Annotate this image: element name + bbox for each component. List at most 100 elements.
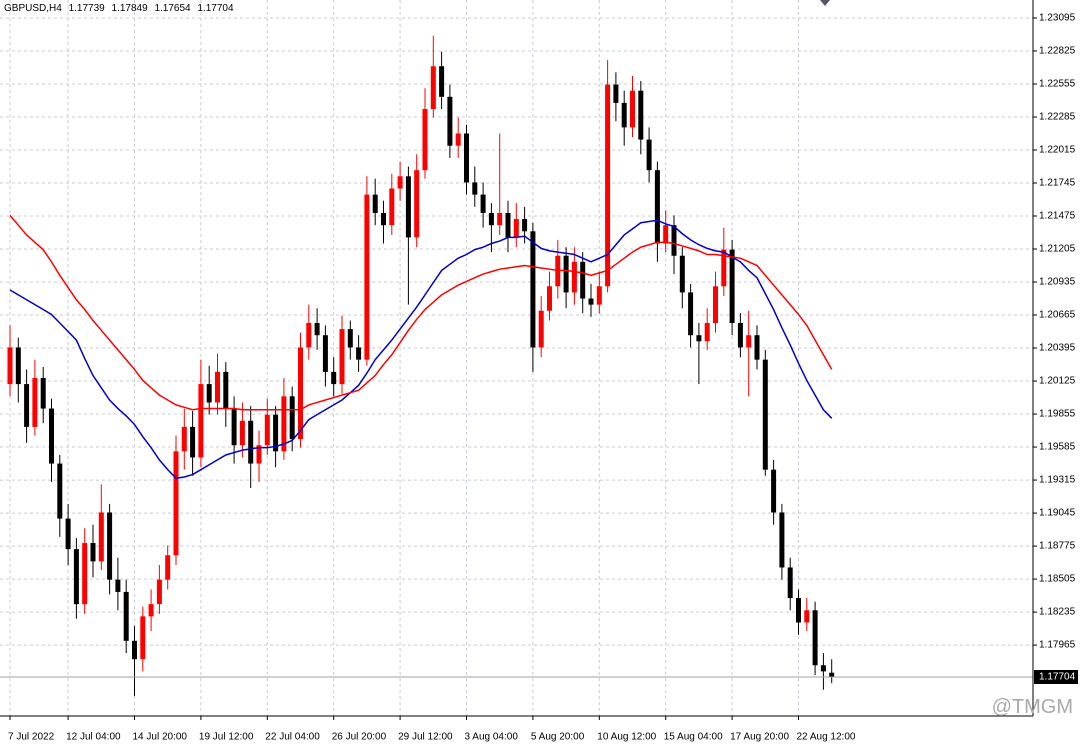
y-tick-label: 1.21475 xyxy=(1039,211,1076,222)
candle-body xyxy=(796,598,801,623)
current-price-label: 1.17704 xyxy=(1039,672,1076,683)
candle-body xyxy=(90,543,96,562)
candle-body xyxy=(123,591,129,641)
candle-body xyxy=(289,396,295,440)
candle-body xyxy=(331,371,337,385)
candle-body xyxy=(480,194,486,213)
y-tick-label: 1.20665 xyxy=(1039,310,1076,321)
candle-body xyxy=(364,194,370,360)
candle-body xyxy=(314,322,320,336)
candle-body xyxy=(464,133,469,183)
candle-body xyxy=(256,445,262,464)
candle-body xyxy=(49,408,54,464)
candle-body xyxy=(156,579,162,605)
candle-body xyxy=(638,90,644,140)
candle-body xyxy=(190,426,196,458)
candle-body xyxy=(306,322,312,348)
x-tick-label: 26 Jul 20:00 xyxy=(332,732,387,743)
candle-body xyxy=(605,84,611,287)
candle-body xyxy=(273,414,279,452)
y-tick-label: 1.20125 xyxy=(1039,376,1076,387)
y-tick-label: 1.18235 xyxy=(1039,607,1076,618)
y-tick-label: 1.19855 xyxy=(1039,409,1076,420)
candle-body xyxy=(771,469,777,513)
candle-body xyxy=(746,335,752,348)
candle-body xyxy=(779,512,785,568)
candle-body xyxy=(223,371,229,409)
candle-body xyxy=(704,322,710,342)
watermark: @TMGM xyxy=(991,696,1073,718)
candle-body xyxy=(107,512,113,580)
candle-body xyxy=(571,261,577,293)
candle-body xyxy=(812,610,818,666)
candle-body xyxy=(804,610,810,623)
candle-body xyxy=(621,102,627,128)
candle-body xyxy=(381,212,386,226)
candle-body xyxy=(613,84,619,103)
x-tick-label: 19 Jul 12:00 xyxy=(199,732,254,743)
x-tick-label: 29 Jul 12:00 xyxy=(398,732,453,743)
candle-body xyxy=(239,420,245,446)
candle-body xyxy=(538,310,544,348)
candle-body xyxy=(397,176,403,189)
candle-body xyxy=(82,543,88,605)
y-tick-label: 1.22015 xyxy=(1039,145,1076,156)
candle-body xyxy=(215,371,220,403)
candle-body xyxy=(40,377,46,409)
y-tick-label: 1.21205 xyxy=(1039,244,1076,255)
candle-body xyxy=(372,194,378,213)
candle-body xyxy=(322,335,328,372)
y-tick-label: 1.22825 xyxy=(1039,46,1076,57)
last-high: 1.17849 xyxy=(111,3,148,14)
candle-body xyxy=(115,579,121,592)
candle-body xyxy=(140,616,146,660)
candle-body xyxy=(414,170,420,238)
y-tick-label: 1.18775 xyxy=(1039,541,1076,552)
candle-body xyxy=(762,359,768,470)
candle-body xyxy=(347,329,353,348)
candle-body xyxy=(829,672,835,678)
y-tick-label: 1.18505 xyxy=(1039,574,1076,585)
candle-body xyxy=(596,286,602,305)
candle-body xyxy=(729,249,735,323)
candle-body xyxy=(588,298,594,305)
candle-body xyxy=(356,347,362,360)
candle-body xyxy=(389,188,395,226)
last-low: 1.17654 xyxy=(154,3,191,14)
candle-body xyxy=(679,255,685,293)
candle-body xyxy=(455,133,461,146)
candle-body xyxy=(646,139,652,171)
candle-body xyxy=(721,249,727,287)
axis-labels: 1.23095 1.22825 1.22555 1.22285 1.22015 1.217… xyxy=(8,13,1078,743)
y-tick-label: 1.21745 xyxy=(1039,178,1076,189)
candle-body xyxy=(264,414,270,446)
x-tick-label: 3 Aug 04:00 xyxy=(465,732,519,743)
candle-body xyxy=(430,66,436,110)
current-price-box xyxy=(1034,670,1078,685)
candle-body xyxy=(206,384,212,403)
candle-body xyxy=(132,640,137,660)
candle-body xyxy=(439,66,445,97)
marks xyxy=(0,35,1033,696)
candle-body xyxy=(198,384,204,458)
candle-body xyxy=(65,518,71,550)
candle-body xyxy=(530,231,536,348)
candle-body xyxy=(281,396,287,452)
x-tick-label: 22 Aug 12:00 xyxy=(797,732,856,743)
candle-body xyxy=(754,335,760,360)
y-tick-label: 1.19315 xyxy=(1039,475,1076,486)
candle-body xyxy=(820,665,826,672)
candle-body xyxy=(488,212,494,226)
x-tick-label: 10 Aug 12:00 xyxy=(597,732,656,743)
candle-body xyxy=(787,567,793,599)
candle-body xyxy=(713,286,718,323)
y-tick-label: 1.20395 xyxy=(1039,343,1076,354)
y-tick-label: 1.22285 xyxy=(1039,112,1076,123)
candle-body xyxy=(688,292,694,336)
candle-body xyxy=(663,225,669,244)
candle-body xyxy=(563,255,569,293)
x-tick-label: 22 Jul 04:00 xyxy=(265,732,320,743)
candle-body xyxy=(497,212,503,226)
y-tick-label: 1.22555 xyxy=(1039,79,1076,90)
